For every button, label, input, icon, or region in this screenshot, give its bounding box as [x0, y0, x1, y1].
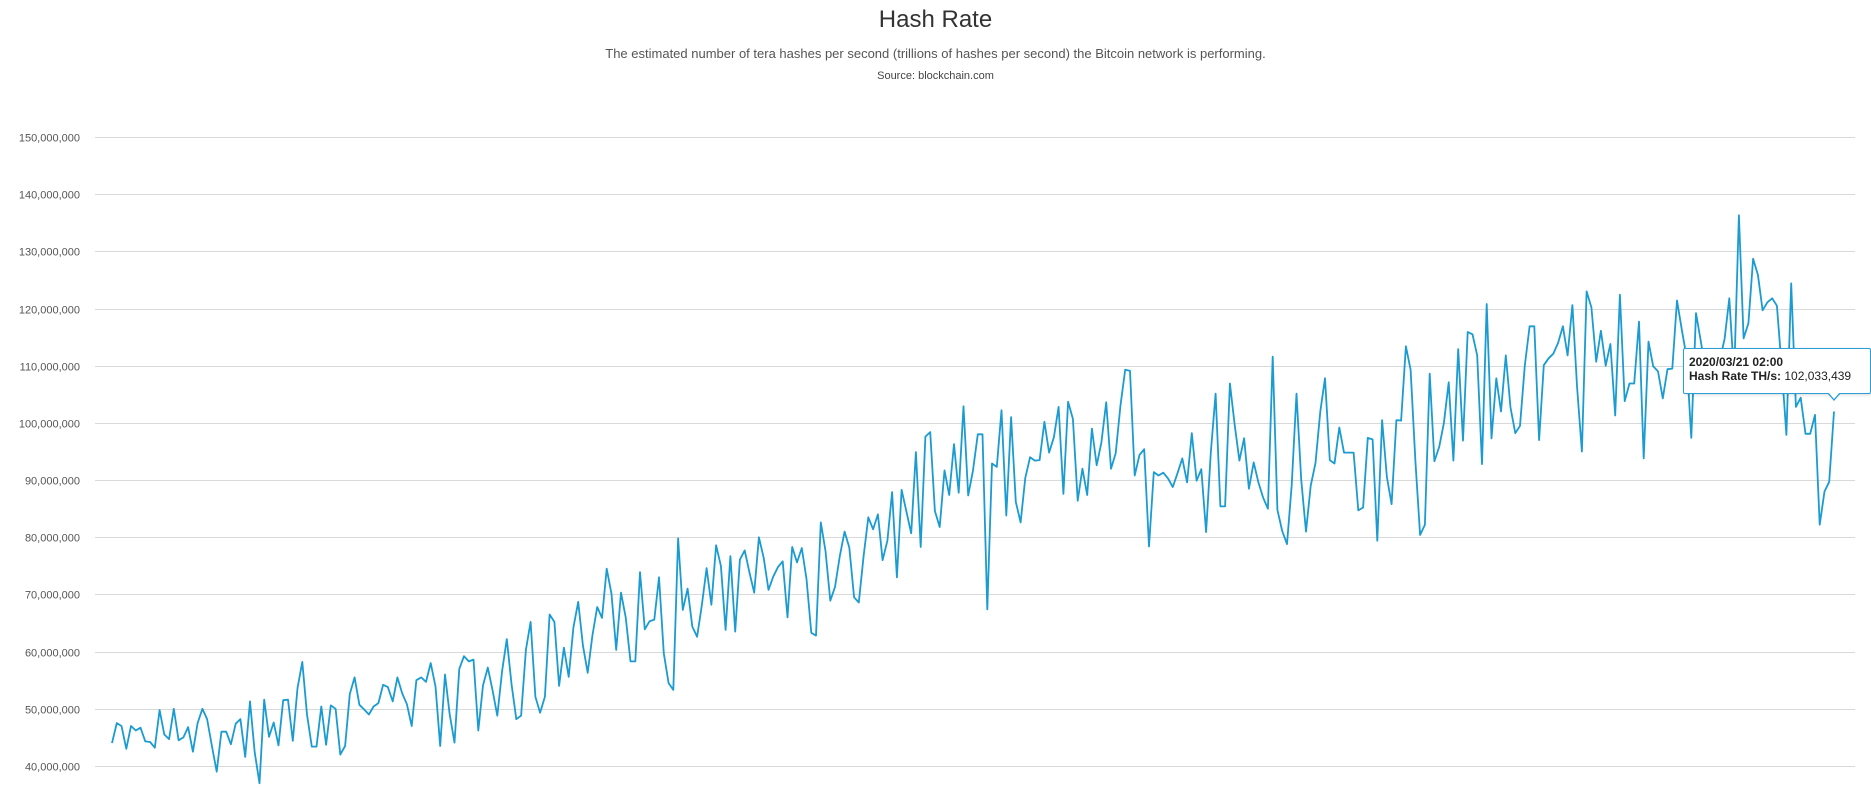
hash-rate-series-line[interactable]	[111, 214, 1835, 785]
chart-source: Source: blockchain.com	[877, 70, 994, 82]
y-tick-label: 50,000,000	[25, 705, 80, 717]
chart-subtitle: The estimated number of tera hashes per …	[605, 46, 1266, 61]
y-tick-label: 130,000,000	[19, 247, 80, 259]
y-tick-label: 140,000,000	[19, 190, 80, 202]
y-tick-label: 70,000,000	[25, 590, 80, 602]
y-tick-label: 80,000,000	[25, 533, 80, 545]
y-tick-label: 120,000,000	[19, 305, 80, 317]
y-tick-label: 60,000,000	[25, 648, 80, 660]
tooltip-pointer	[1827, 392, 1841, 401]
data-tooltip: 2020/03/21 02:00 Hash Rate TH/s: 102,033…	[1683, 348, 1871, 394]
tooltip-series-label: Hash Rate TH/s:	[1689, 369, 1782, 383]
tooltip-value: 102,033,439	[1784, 369, 1852, 383]
tooltip-date: 2020/03/21 02:00	[1689, 355, 1784, 369]
y-tick-label: 40,000,000	[25, 762, 80, 774]
y-tick-label: 90,000,000	[25, 476, 80, 488]
y-tick-label: 100,000,000	[19, 419, 80, 431]
chart-title: Hash Rate	[878, 6, 993, 33]
y-tick-label: 110,000,000	[20, 362, 80, 374]
y-axis-tick-labels: 150,000,000 140,000,000 130,000,000 120,000…	[19, 133, 80, 774]
grid-lines	[95, 137, 1855, 767]
y-tick-label: 150,000,000	[19, 133, 80, 145]
